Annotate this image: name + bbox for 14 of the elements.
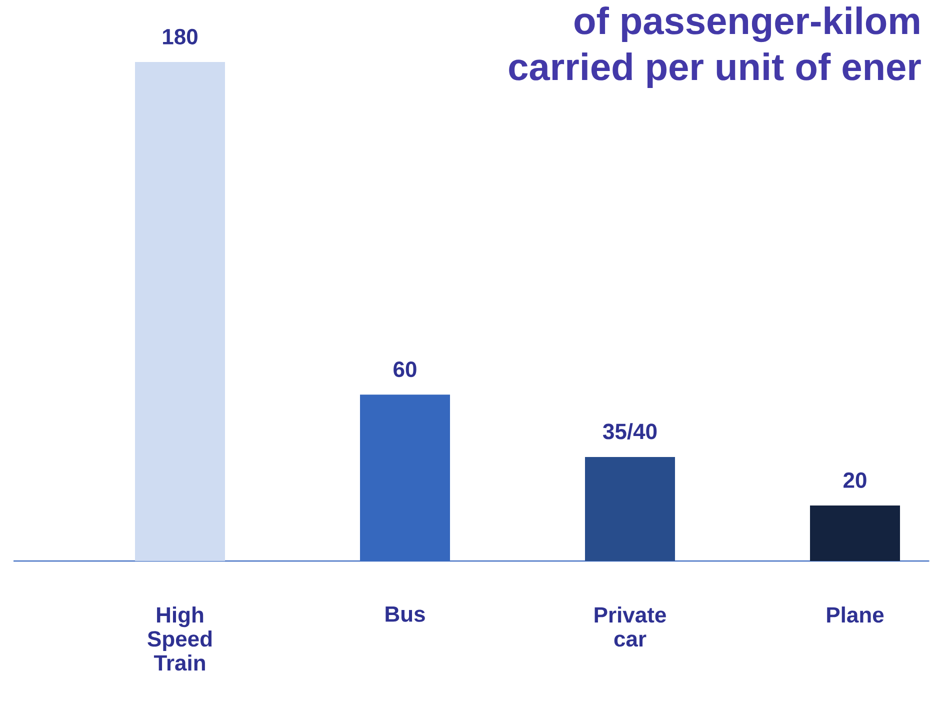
data-label: 35/40 [602,423,657,440]
data-label: 20 [844,472,866,488]
x-tick-label: Private car [594,606,666,647]
data-label: 60 [394,362,416,378]
chart-subtitle: carried per unit of ener [509,52,921,88]
bar [810,506,900,561]
x-tick-label: Bus [386,606,425,622]
bar [360,394,450,561]
bar [585,457,676,561]
data-label: 180 [163,28,198,44]
chart-title: of passenger-kilom [574,6,920,42]
bar [135,62,226,561]
x-tick-label: Plane [827,606,884,623]
x-tick-label: High Speed Train [148,606,212,671]
